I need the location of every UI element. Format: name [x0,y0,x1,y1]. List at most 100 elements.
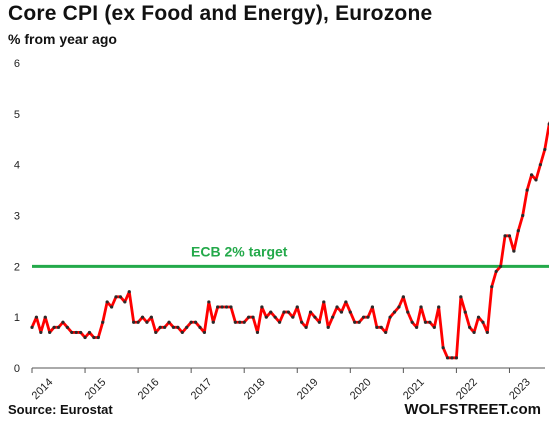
data-point [163,325,167,329]
data-point [74,330,78,335]
data-point [348,310,352,314]
data-point [463,310,467,314]
target-line-group: ECB 2% target [32,243,549,268]
data-point [388,315,392,319]
data-point [322,300,326,304]
data-point [335,305,339,309]
data-point [507,234,512,238]
data-point [277,320,282,324]
x-tick-label: 2021 [401,376,427,402]
y-tick-label: 0 [14,363,20,375]
data-point [43,315,47,319]
data-point [494,269,498,274]
data-point [282,310,286,314]
data-point [242,320,246,324]
data-point [459,295,463,299]
x-tick-label: 2014 [30,376,56,402]
data-point [538,163,543,167]
data-point [224,305,229,309]
series-line [30,121,549,360]
data-point [286,310,291,314]
data-point [61,320,65,324]
data-point [370,305,375,309]
data-point [127,290,131,294]
x-tick-label: 2015 [83,376,109,402]
data-point [48,330,52,335]
data-point [454,356,459,360]
data-point [450,356,454,360]
data-point [521,213,525,218]
data-point [229,305,233,309]
data-point [30,325,34,329]
data-point [397,305,401,309]
data-point [233,320,237,324]
data-point [145,320,149,324]
data-point [154,330,158,335]
data-point [529,173,534,177]
series-group [30,121,549,360]
data-point [317,320,321,324]
y-tick-label: 2 [14,261,20,273]
data-point [101,320,105,324]
data-point [481,320,485,324]
x-tick-label: 2016 [136,376,162,402]
data-point [304,325,308,329]
data-point [308,310,313,314]
data-point [198,325,202,329]
data-point [123,300,127,304]
data-point [366,315,370,319]
data-point [109,305,114,309]
data-point [326,325,330,329]
data-point [379,325,383,329]
data-point [503,234,507,238]
data-point [105,300,109,304]
x-tick-label: 2022 [454,376,480,402]
data-point [415,325,419,329]
data-point [92,335,96,340]
data-point [432,325,436,329]
data-point [202,330,207,335]
data-point [247,315,251,319]
data-point [70,330,74,335]
data-point [65,325,69,329]
data-point [185,325,189,329]
axes: 0 1 2 3 4 5 6 2014 2015 2016 2017 2018 2019 2020 2021 2… [14,58,545,402]
data-point [140,315,145,319]
data-point [437,305,441,309]
data-point [189,320,193,324]
data-point [423,320,428,324]
data-point [295,305,299,309]
data-point [543,147,547,152]
x-tick-label: 2020 [348,376,374,402]
data-point [344,300,348,304]
data-point [132,320,136,324]
y-tick-label: 1 [14,312,20,324]
data-point [445,356,450,360]
data-point [220,305,224,309]
data-point [401,295,405,299]
data-point [384,330,388,335]
data-point [357,320,361,324]
data-point [180,330,184,335]
data-point [485,330,489,335]
data-point [83,335,87,340]
data-point [331,315,335,319]
data-point [216,305,220,309]
data-point [419,305,423,309]
data-point [476,315,481,319]
data-point [410,320,414,324]
data-point [353,320,357,324]
chart-title: Core CPI (ex Food and Energy), Eurozone [8,2,433,25]
data-point [56,325,61,329]
data-point [468,325,472,329]
data-point [406,310,410,314]
data-point [269,310,273,314]
y-tick-label: 4 [14,160,20,172]
data-point [428,320,432,324]
data-point [441,346,445,350]
data-point [472,330,476,335]
data-point [255,330,260,335]
data-point [392,310,397,314]
